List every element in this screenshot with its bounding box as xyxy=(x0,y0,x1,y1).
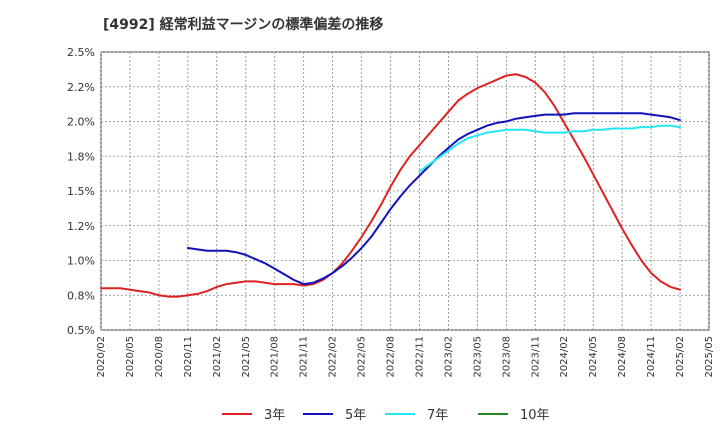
x-tick-label: 2023/05 xyxy=(472,336,483,378)
series-line-3年 xyxy=(100,73,681,298)
legend-label-7年: 7年 xyxy=(427,408,448,423)
chart-title: [4992] 経常利益マージンの標準偏差の推移 xyxy=(103,17,384,33)
x-tick-label: 2020/08 xyxy=(154,336,165,378)
y-tick-label: 0.5% xyxy=(67,324,95,337)
series-lines xyxy=(100,73,681,298)
x-tick-label: 2024/05 xyxy=(588,336,599,378)
x-tick-label: 2023/02 xyxy=(443,336,454,378)
y-axis-ticks: 0.5% 0.8% 1.0% 1.2% 1.5% 1.8% 2.0% 2.2% 2.5% xyxy=(67,46,95,337)
x-tick-label: 2025/05 xyxy=(704,336,715,378)
x-tick-label: 2021/11 xyxy=(299,336,310,378)
x-tick-label: 2022/11 xyxy=(414,336,425,378)
y-tick-label: 2.0% xyxy=(67,116,95,129)
legend-label-3年: 3年 xyxy=(264,408,285,423)
x-axis-ticks: 2020/02 2020/05 2020/08 2020/11 2021/02 2021/… xyxy=(96,336,715,378)
x-tick-label: 2022/02 xyxy=(328,336,339,378)
legend-label-5年: 5年 xyxy=(345,408,366,423)
x-tick-label: 2023/08 xyxy=(501,336,512,378)
x-tick-label: 2024/08 xyxy=(617,336,628,378)
y-tick-label: 0.8% xyxy=(67,289,95,302)
x-tick-label: 2021/08 xyxy=(270,336,281,378)
x-tick-label: 2020/02 xyxy=(96,336,107,378)
legend: 3年 5年 7年 10年 xyxy=(222,408,550,423)
grid-lines xyxy=(100,51,710,331)
legend-label-10年: 10年 xyxy=(520,408,550,423)
x-tick-label: 2021/05 xyxy=(241,336,252,378)
x-tick-label: 2023/11 xyxy=(530,336,541,378)
y-tick-label: 1.2% xyxy=(67,220,95,233)
y-tick-label: 1.0% xyxy=(67,255,95,268)
series-line-7年 xyxy=(418,124,681,173)
x-tick-label: 2022/05 xyxy=(357,336,368,378)
x-tick-label: 2022/08 xyxy=(386,336,397,378)
y-tick-label: 1.5% xyxy=(67,185,95,198)
x-tick-label: 2024/11 xyxy=(646,336,657,378)
y-tick-label: 2.2% xyxy=(67,81,95,94)
x-tick-label: 2020/11 xyxy=(183,336,194,378)
y-tick-label: 2.5% xyxy=(67,46,95,59)
x-tick-label: 2025/02 xyxy=(675,336,686,378)
x-tick-label: 2024/02 xyxy=(559,336,570,378)
x-tick-label: 2021/02 xyxy=(212,336,223,378)
x-tick-label: 2020/05 xyxy=(125,336,136,378)
y-tick-label: 1.8% xyxy=(67,150,95,163)
